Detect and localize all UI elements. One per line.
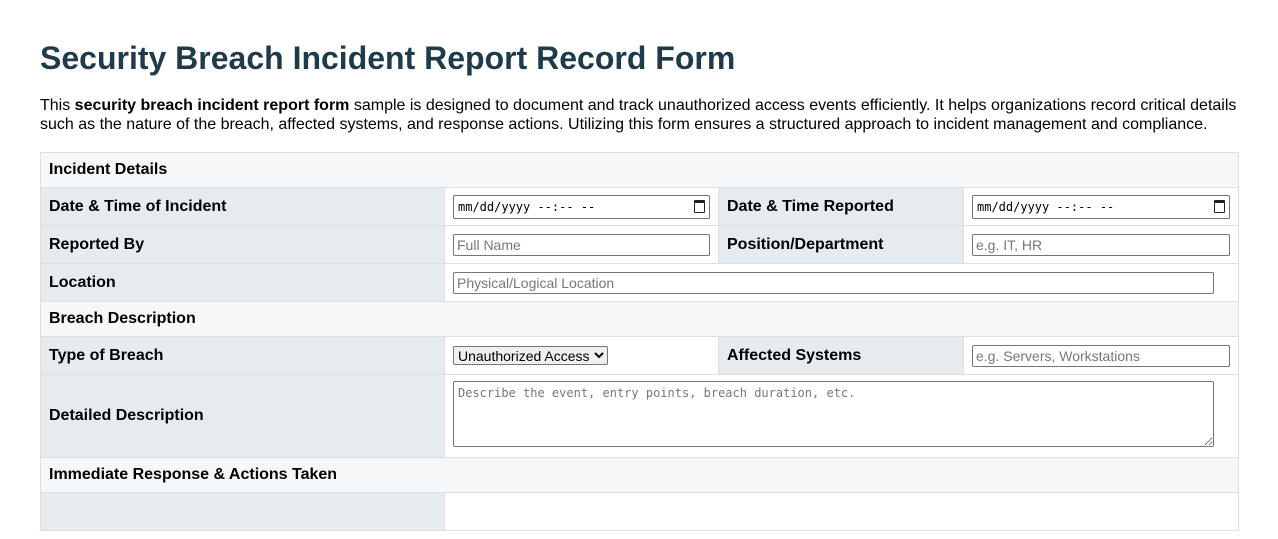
calendar-icon[interactable]: [694, 200, 705, 213]
reported-by-input[interactable]: [453, 233, 710, 256]
label-detailed-description: Detailed Description: [40, 374, 445, 458]
label-breach-type: Type of Breach: [40, 336, 445, 375]
section-incident-details: Incident Details: [40, 152, 1239, 188]
intro-text: This security breach incident report for…: [40, 97, 1237, 133]
incident-form-table: Incident Details Date & Time of Incident…: [40, 152, 1239, 531]
label-reported-by: Reported By: [40, 225, 445, 264]
breach-type-select[interactable]: Unauthorized Access: [453, 345, 608, 365]
label-affected-systems: Affected Systems: [718, 336, 964, 375]
section-immediate-response: Immediate Response & Actions Taken: [40, 457, 1239, 493]
label-position: Position/Department: [718, 225, 964, 264]
calendar-icon[interactable]: [1214, 200, 1225, 213]
label-reported-datetime: Date & Time Reported: [718, 187, 964, 226]
page-title: Security Breach Incident Report Record F…: [40, 40, 736, 76]
detailed-description-textarea[interactable]: [453, 380, 1214, 447]
label-location: Location: [40, 263, 445, 302]
location-input[interactable]: [453, 271, 1214, 294]
position-input[interactable]: [972, 233, 1230, 256]
label-incident-datetime: Date & Time of Incident: [40, 187, 445, 226]
affected-systems-input[interactable]: [972, 344, 1230, 367]
incident-datetime-input[interactable]: mm/dd/yyyy --:-- --: [453, 194, 710, 219]
reported-datetime-input[interactable]: mm/dd/yyyy --:-- --: [972, 194, 1230, 219]
label-cell: [40, 492, 445, 531]
section-breach-description: Breach Description: [40, 301, 1239, 337]
